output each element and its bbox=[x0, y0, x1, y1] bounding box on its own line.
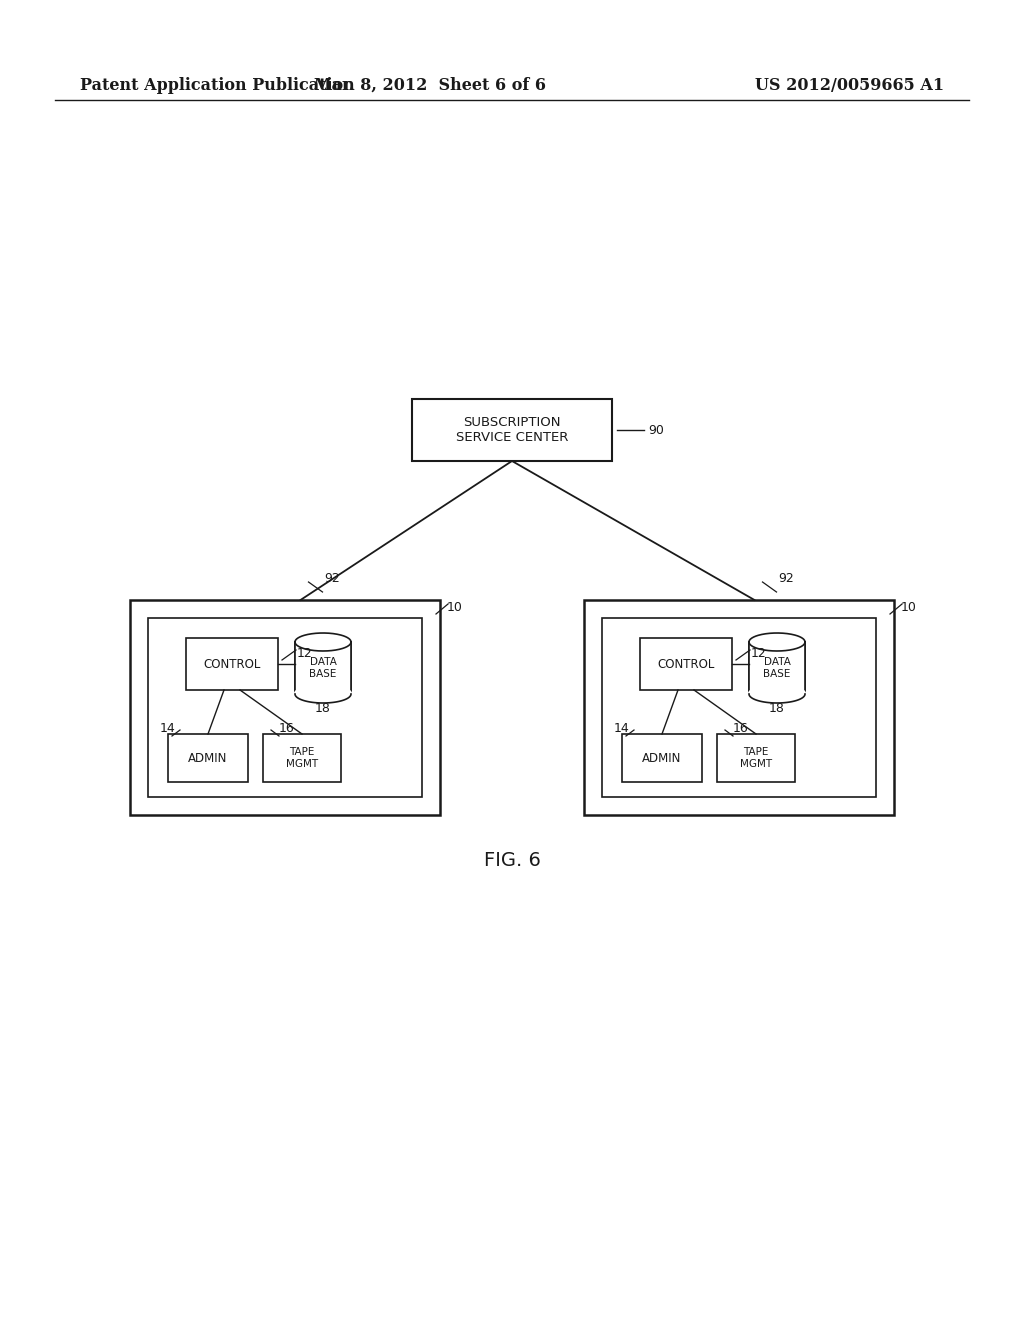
Text: 12: 12 bbox=[751, 647, 767, 660]
Text: 18: 18 bbox=[315, 702, 331, 715]
Bar bbox=[186, 638, 278, 690]
Bar bbox=[148, 618, 422, 797]
Text: CONTROL: CONTROL bbox=[657, 657, 715, 671]
Bar bbox=[584, 601, 894, 814]
Bar bbox=[640, 638, 732, 690]
Text: DATA
BASE: DATA BASE bbox=[763, 657, 791, 678]
Text: 14: 14 bbox=[614, 722, 630, 735]
Bar bbox=[717, 734, 795, 781]
Polygon shape bbox=[749, 642, 805, 694]
Text: 16: 16 bbox=[279, 722, 295, 735]
Bar bbox=[168, 734, 248, 781]
Bar bbox=[602, 618, 876, 797]
Text: ADMIN: ADMIN bbox=[188, 751, 227, 764]
Text: Patent Application Publication: Patent Application Publication bbox=[80, 77, 354, 94]
Text: 10: 10 bbox=[447, 601, 463, 614]
Text: Mar. 8, 2012  Sheet 6 of 6: Mar. 8, 2012 Sheet 6 of 6 bbox=[314, 77, 546, 94]
Text: 18: 18 bbox=[769, 702, 785, 715]
Text: 14: 14 bbox=[160, 722, 176, 735]
Text: 16: 16 bbox=[733, 722, 749, 735]
Bar bbox=[263, 734, 341, 781]
Text: CONTROL: CONTROL bbox=[204, 657, 261, 671]
Text: TAPE
MGMT: TAPE MGMT bbox=[740, 747, 772, 768]
Bar bbox=[622, 734, 702, 781]
Text: ADMIN: ADMIN bbox=[642, 751, 682, 764]
Text: 90: 90 bbox=[648, 424, 664, 437]
Text: 10: 10 bbox=[901, 601, 916, 614]
Text: FIG. 6: FIG. 6 bbox=[483, 850, 541, 870]
Text: 92: 92 bbox=[325, 572, 340, 585]
Text: TAPE
MGMT: TAPE MGMT bbox=[286, 747, 318, 768]
Polygon shape bbox=[295, 642, 351, 694]
Bar bbox=[130, 601, 440, 814]
Text: SUBSCRIPTION
SERVICE CENTER: SUBSCRIPTION SERVICE CENTER bbox=[456, 416, 568, 444]
Text: 92: 92 bbox=[778, 572, 795, 585]
Bar bbox=[412, 399, 612, 461]
Text: 12: 12 bbox=[297, 647, 312, 660]
Text: DATA
BASE: DATA BASE bbox=[309, 657, 337, 678]
Text: US 2012/0059665 A1: US 2012/0059665 A1 bbox=[755, 77, 944, 94]
